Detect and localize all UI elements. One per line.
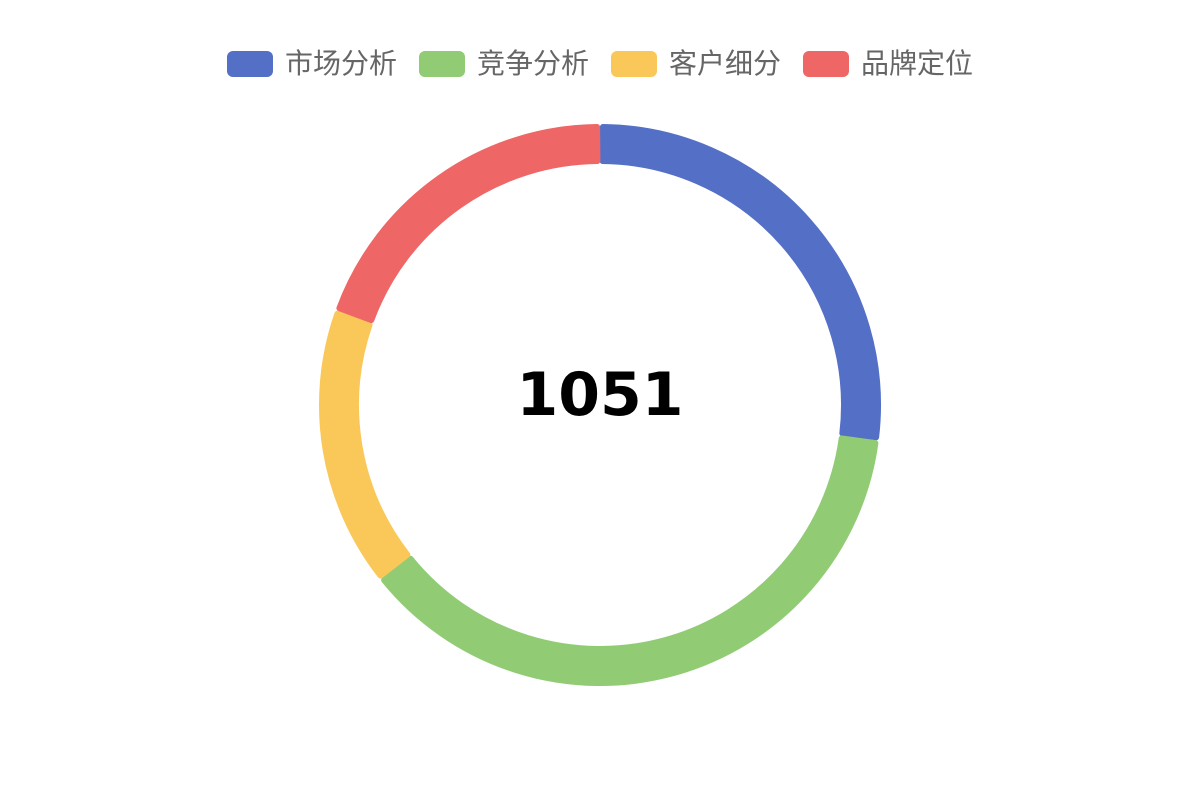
legend-label-customer-segmentation: 客户细分 [669, 47, 782, 80]
legend-label-competition-analysis: 竞争分析 [476, 47, 589, 80]
chart-legend: 市场分析 竞争分析 客户细分 品牌定位 [0, 44, 1200, 84]
donut-slices [319, 124, 881, 686]
legend-label-market-analysis: 市场分析 [284, 47, 397, 80]
legend-swatch-competition-analysis [418, 51, 465, 77]
donut-center-total: 1051 [517, 360, 684, 430]
legend-item-competition-analysis[interactable]: 竞争分析 [418, 44, 589, 84]
slice-competition-analysis[interactable] [381, 435, 879, 686]
legend-swatch-brand-positioning [803, 51, 850, 77]
legend-item-market-analysis[interactable]: 市场分析 [226, 44, 397, 84]
slice-market-analysis[interactable] [599, 124, 881, 441]
legend-swatch-market-analysis [226, 51, 273, 77]
legend-label-brand-positioning: 品牌定位 [861, 47, 974, 80]
legend-swatch-customer-segmentation [611, 51, 657, 77]
slice-customer-segmentation[interactable] [319, 310, 411, 579]
slice-brand-positioning[interactable] [336, 124, 601, 324]
legend-item-brand-positioning[interactable]: 品牌定位 [803, 44, 973, 84]
legend-item-customer-segmentation[interactable]: 客户细分 [611, 44, 781, 84]
